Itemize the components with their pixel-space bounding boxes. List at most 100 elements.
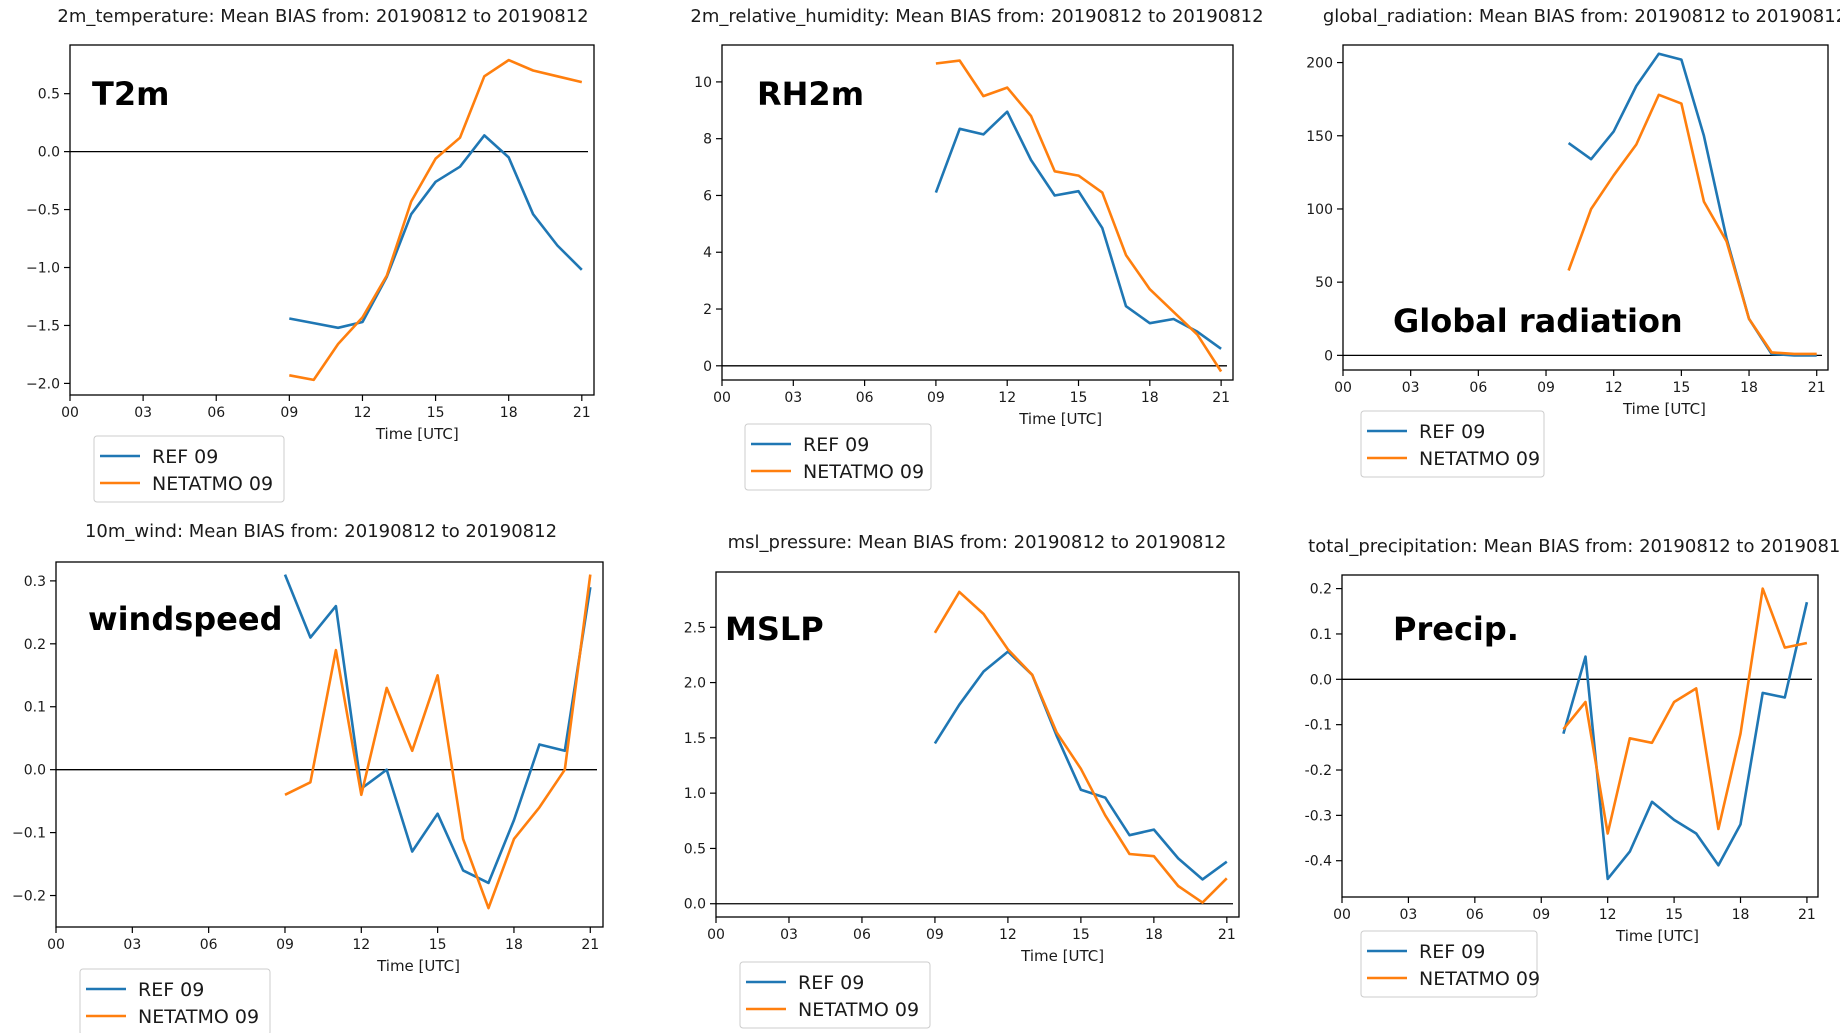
plot-frame (1342, 44, 1829, 371)
x-tick-label: 21 (1808, 380, 1826, 396)
legend-entry: REF 09 (798, 972, 864, 994)
series-line-netatmo (1562, 587, 1808, 835)
y-tick-label: 0.3 (24, 574, 46, 590)
overlay-label: RH2m (757, 75, 864, 113)
x-tick-label: 21 (573, 405, 591, 421)
y-tick-label: 1.5 (684, 731, 706, 747)
legend-entry: NETATMO 09 (152, 473, 273, 495)
x-axis-label: Time [UTC] (1020, 947, 1104, 965)
series-line-netatmo (289, 58, 583, 382)
x-tick-label: 03 (134, 405, 152, 421)
x-tick-label: 09 (1532, 907, 1550, 923)
x-tick-label: 15 (1672, 380, 1690, 396)
y-tick-label: 0.0 (684, 897, 706, 913)
x-tick-label: 12 (354, 405, 372, 421)
y-tick-label: -0.3 (1305, 808, 1332, 824)
x-tick-label: 03 (1402, 380, 1420, 396)
legend: REF 09 NETATMO 09 (1360, 930, 1540, 998)
series-line-ref (1567, 52, 1817, 357)
legend-box (93, 435, 285, 503)
overlay-label: Global radiation (1393, 302, 1683, 340)
x-tick-label: 00 (47, 937, 65, 953)
legend: REF 09 NETATMO 09 (79, 968, 271, 1033)
series-line-ref (933, 650, 1228, 881)
x-tick-label: 06 (856, 390, 874, 406)
plot-frame (55, 561, 604, 928)
legend-box (739, 961, 931, 1029)
overlay-label: windspeed (88, 600, 282, 638)
y-tick-label: 0 (703, 359, 712, 375)
plot-frame (715, 571, 1240, 918)
y-tick-label: −1.5 (26, 318, 60, 334)
y-tick-label: 0.5 (684, 841, 706, 857)
x-tick-label: 21 (1218, 927, 1236, 943)
series-line-netatmo (1567, 93, 1817, 356)
chart-title: msl_pressure: Mean BIAS from: 20190812 t… (728, 532, 1227, 553)
y-tick-label: 0.0 (38, 145, 60, 161)
legend-entry: NETATMO 09 (1419, 448, 1540, 470)
series-line-ref (934, 110, 1222, 350)
x-tick-label: 09 (927, 390, 945, 406)
y-tick-label: 0.0 (24, 763, 46, 779)
x-tick-label: 06 (1466, 907, 1484, 923)
x-tick-label: 18 (1145, 927, 1163, 943)
legend-box (1360, 930, 1538, 998)
x-tick-label: 15 (1072, 927, 1090, 943)
y-tick-label: -0.2 (1305, 763, 1332, 779)
series-line-netatmo (935, 59, 1223, 373)
chart-title: 10m_wind: Mean BIAS from: 20190812 to 20… (85, 521, 557, 542)
series-line-ref (283, 574, 592, 885)
x-axis-label: Time [UTC] (1622, 400, 1706, 418)
chart-panel-4: 10m_wind: Mean BIAS from: 20190812 to 20… (12, 521, 604, 1033)
x-tick-label: 21 (581, 937, 599, 953)
y-tick-label: 150 (1306, 129, 1333, 145)
y-tick-label: 6 (703, 188, 712, 204)
x-tick-label: 09 (280, 405, 298, 421)
x-tick-label: 12 (999, 927, 1017, 943)
y-tick-label: 50 (1315, 275, 1333, 291)
legend: REF 09 NETATMO 09 (739, 961, 931, 1029)
chart-title: total_precipitation: Mean BIAS from: 201… (1308, 536, 1840, 557)
x-tick-label: 18 (1141, 390, 1159, 406)
chart-panel-3: global_radiation: Mean BIAS from: 201908… (1306, 6, 1840, 478)
series-line-ref (289, 134, 583, 330)
legend: REF 09 NETATMO 09 (93, 435, 285, 503)
legend-entry: REF 09 (1419, 421, 1485, 443)
y-tick-label: 4 (703, 245, 712, 261)
y-tick-label: −1.0 (26, 261, 60, 277)
y-tick-label: −0.5 (26, 203, 60, 219)
x-tick-label: 03 (784, 390, 802, 406)
y-tick-label: 2.0 (684, 676, 706, 692)
legend-entry: NETATMO 09 (1419, 968, 1540, 990)
chart-title: global_radiation: Mean BIAS from: 201908… (1323, 6, 1840, 27)
x-tick-label: 12 (1605, 380, 1623, 396)
y-tick-label: 0.1 (24, 700, 46, 716)
series-line-netatmo (933, 590, 1228, 904)
x-tick-label: 03 (123, 937, 141, 953)
x-tick-label: 06 (853, 927, 871, 943)
chart-title: 2m_relative_humidity: Mean BIAS from: 20… (690, 6, 1263, 27)
legend-entry: NETATMO 09 (798, 999, 919, 1021)
x-axis-label: Time [UTC] (1018, 410, 1102, 428)
y-tick-label: 0.2 (24, 637, 46, 653)
overlay-label: Precip. (1393, 610, 1519, 648)
plot-frame (721, 44, 1234, 381)
legend-entry: REF 09 (138, 979, 204, 1001)
x-tick-label: 00 (713, 390, 731, 406)
y-tick-label: 10 (694, 75, 712, 91)
x-tick-label: 15 (1665, 907, 1683, 923)
plot-frame (1341, 574, 1819, 898)
legend-entry: REF 09 (152, 446, 218, 468)
x-tick-label: 09 (1537, 380, 1555, 396)
y-tick-label: −2.0 (26, 376, 60, 392)
y-tick-label: 2.5 (684, 620, 706, 636)
y-tick-label: 200 (1306, 56, 1333, 72)
x-tick-label: 18 (1740, 380, 1758, 396)
y-tick-label: −0.2 (12, 889, 46, 905)
x-tick-label: 12 (1599, 907, 1617, 923)
y-tick-label: −0.1 (12, 826, 46, 842)
chart-panel-2: 2m_relative_humidity: Mean BIAS from: 20… (690, 6, 1264, 491)
plot-frame (69, 44, 595, 396)
x-tick-label: 18 (1732, 907, 1750, 923)
